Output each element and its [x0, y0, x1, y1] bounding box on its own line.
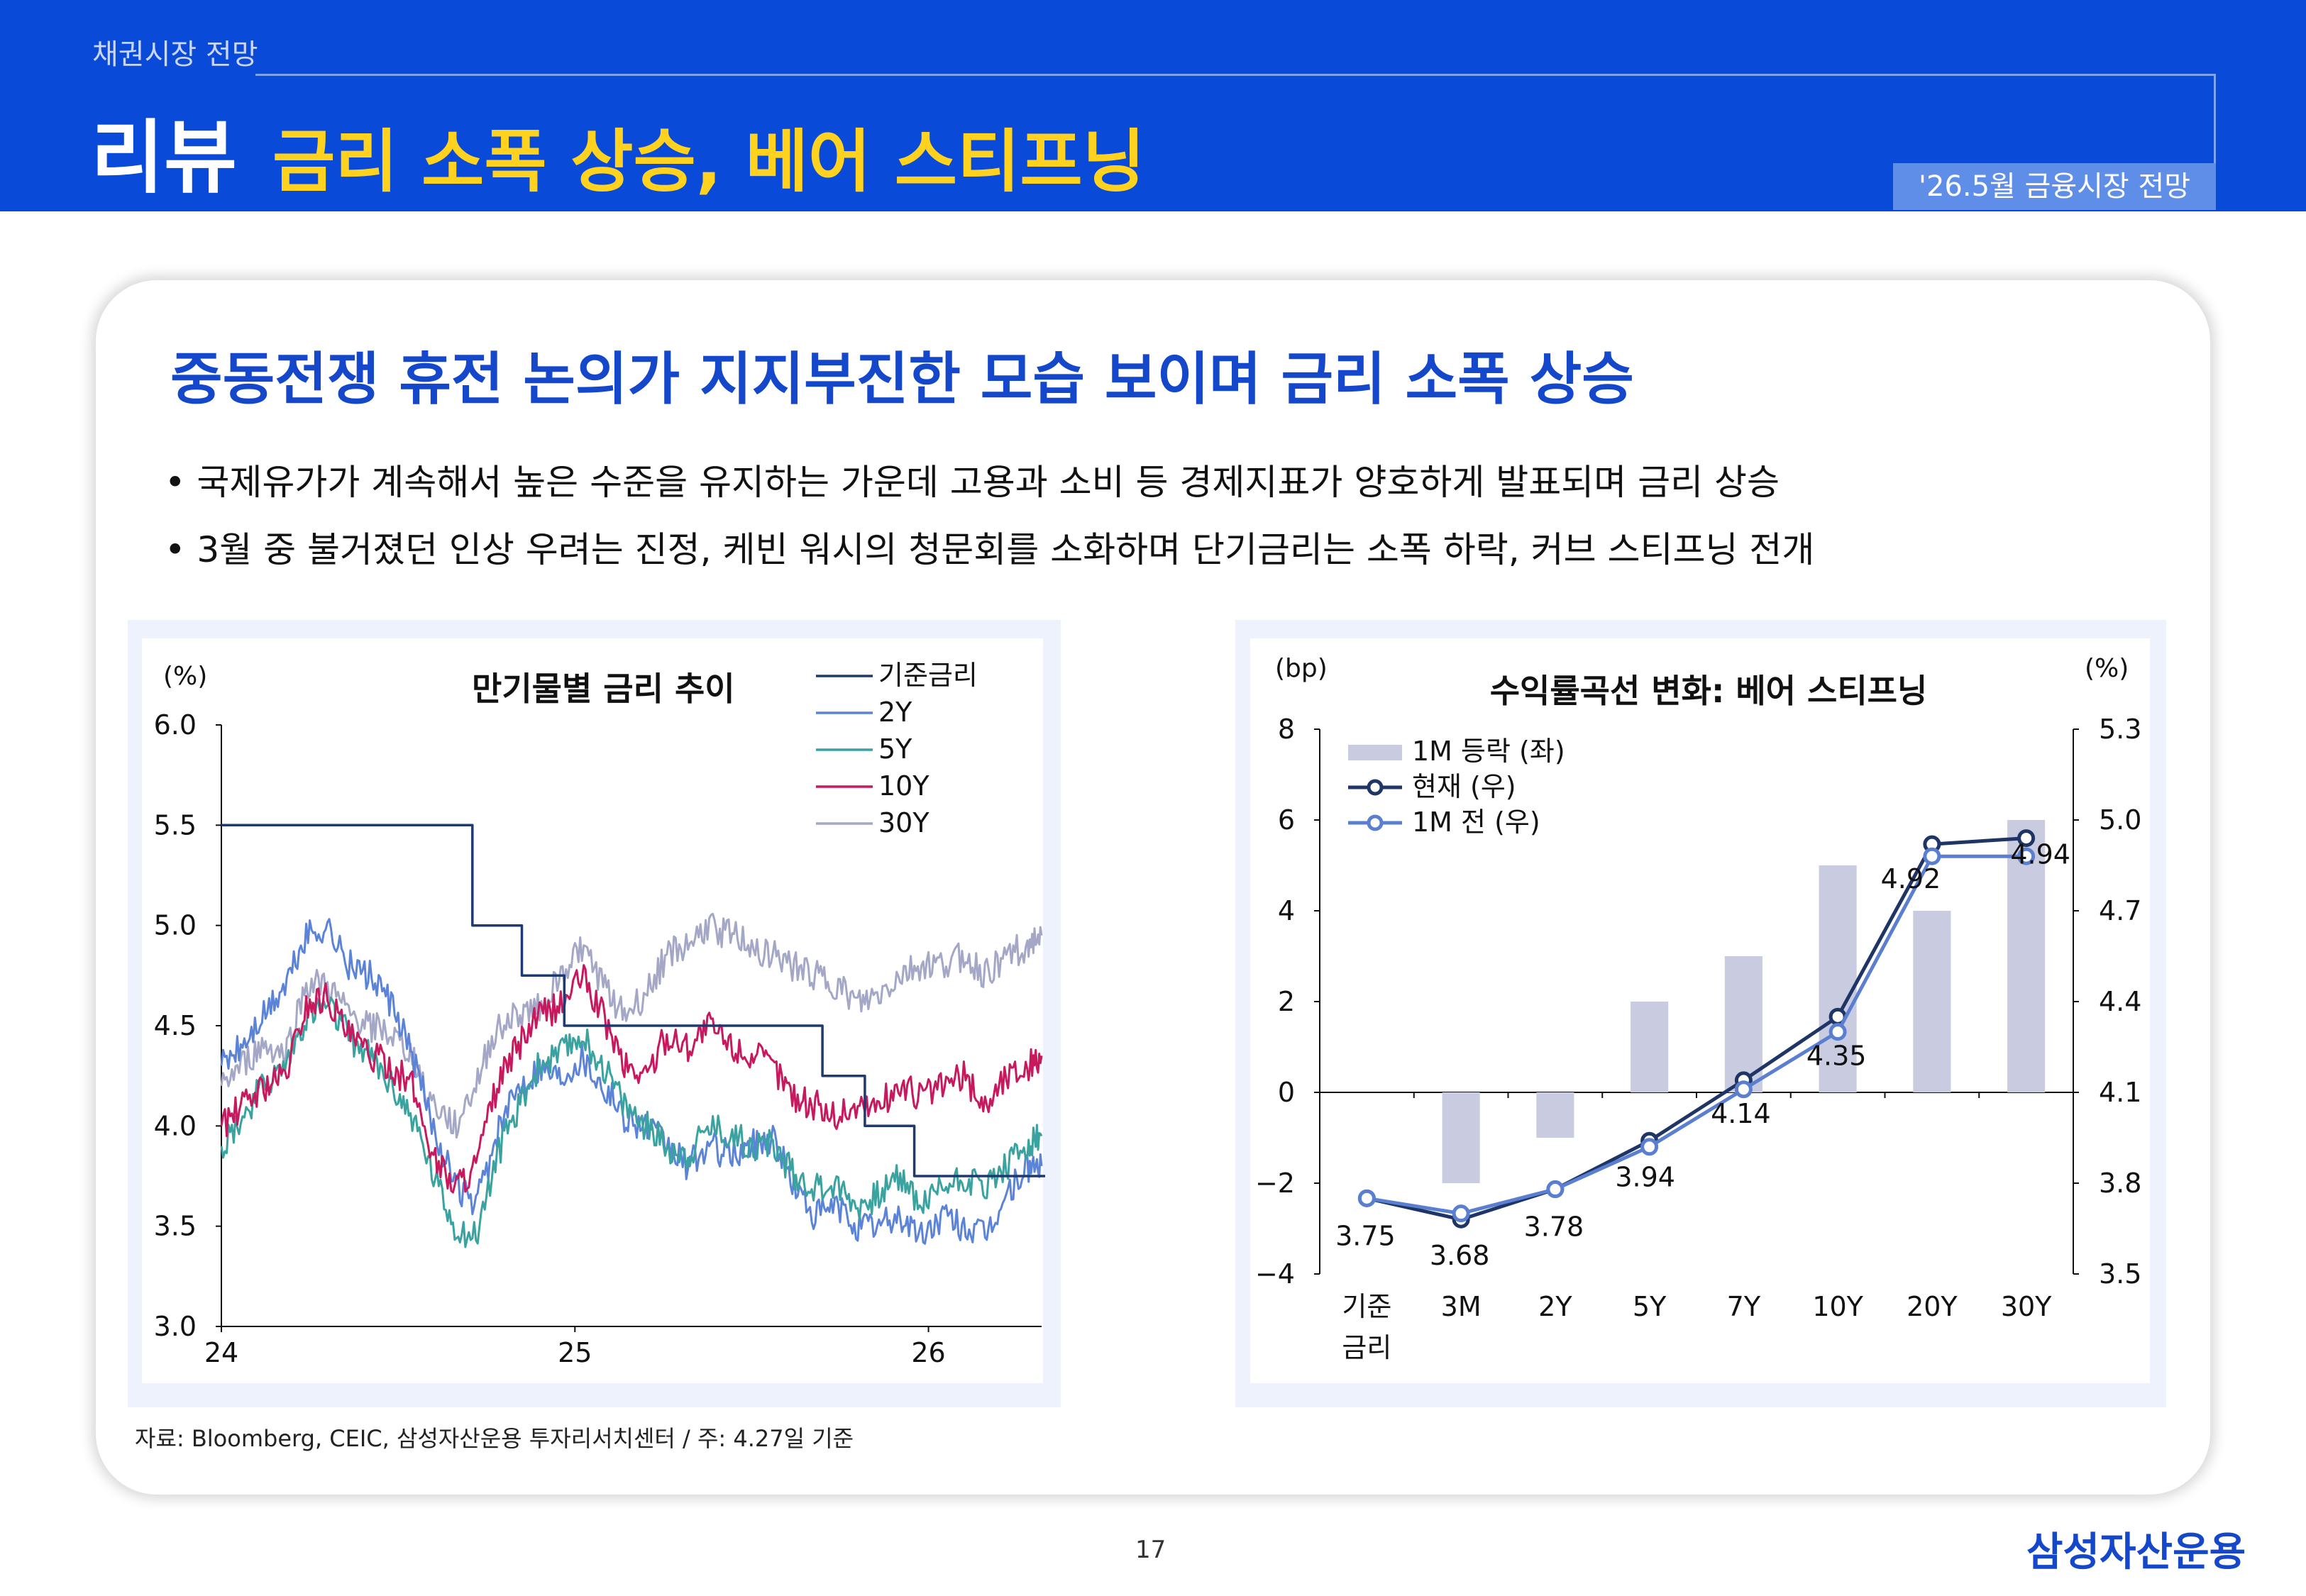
chart2-bar — [1536, 1092, 1574, 1138]
chart2-data-label: 4.14 — [1711, 1098, 1771, 1129]
chart2-point-prev — [1546, 1180, 1565, 1199]
chart2-legend-label: 현재 (우) — [1412, 771, 1516, 802]
chart2-ytick-right-label: 3.8 — [2099, 1168, 2141, 1199]
chart2-ytick-left-label: −4 — [1255, 1258, 1295, 1290]
chart2-bar — [1442, 1092, 1480, 1183]
chart2-ytick-left-label: 2 — [1278, 986, 1295, 1017]
chart2-xtick-label: 7Y — [1727, 1291, 1761, 1322]
chart2-line-prev — [1367, 854, 2026, 1216]
chart2-ytick-right-label: 4.7 — [2099, 895, 2141, 926]
chart2-xtick-label: 20Y — [1907, 1291, 1958, 1322]
chart1-legend-label: 10Y — [878, 770, 929, 802]
chart1-legend-label: 5Y — [878, 733, 912, 765]
chart2-ytick-left-label: 6 — [1278, 804, 1295, 836]
chart2-legend-label: 1M 등락 (좌) — [1412, 736, 1565, 767]
chart1-ylabel: (%) — [163, 662, 207, 691]
chart2-data-label: 4.92 — [1881, 863, 1941, 894]
chart2-data-label: 3.75 — [1335, 1220, 1396, 1251]
chart2-xtick-label: 10Y — [1812, 1291, 1863, 1322]
section-label: 채권시장 전망 — [92, 38, 258, 71]
chart1-series-기준금리 — [221, 824, 1045, 1177]
chart2-xtick-label: 30Y — [2001, 1291, 2052, 1322]
chart2-point-current — [2017, 829, 2036, 848]
chart2-legend-label: 1M 전 (우) — [1412, 807, 1540, 838]
chart2-ytick-right-label: 4.4 — [2099, 986, 2141, 1017]
chart1-xtick-label: 25 — [558, 1337, 592, 1368]
chart2-ytick-right-label: 3.5 — [2099, 1258, 2141, 1290]
chart2-point-prev — [1923, 847, 1941, 865]
chart2-xtick-label: 3M — [1441, 1291, 1482, 1322]
chart1-ytick-label: 4.0 — [154, 1110, 197, 1141]
chart2-point-prev — [1734, 1080, 1753, 1099]
review-label: 리뷰 — [91, 112, 238, 204]
chart1-ytick-label: 3.0 — [154, 1311, 197, 1342]
chart2-bar — [2007, 820, 2046, 1092]
chart2-bar — [1913, 911, 1951, 1092]
bullet-1: • 국제유가가 계속해서 높은 수준을 유지하는 가운데 고용과 소비 등 경제… — [165, 462, 1780, 503]
chart1-ytick-label: 4.5 — [154, 1010, 197, 1041]
chart1-legend-label: 30Y — [878, 807, 929, 838]
chart2-ytick-right-label: 5.3 — [2099, 714, 2141, 745]
chart2-point-prev — [1828, 1023, 1847, 1041]
chart2-xtick-label: 2Y — [1538, 1291, 1572, 1322]
chart1-series-2Y — [220, 918, 1043, 1245]
chart2-ytick-right-label: 4.1 — [2099, 1077, 2141, 1108]
chart2-xtick-label: 기준 — [1342, 1291, 1391, 1322]
chart2-point-prev — [1452, 1204, 1470, 1223]
chart2-ytick-left-label: 4 — [1278, 895, 1295, 926]
chart1-series-10Y — [220, 964, 1043, 1194]
chart2-bar — [1631, 1002, 1669, 1092]
chart2-point-prev — [2017, 847, 2036, 865]
chart2-data-label: 3.94 — [1615, 1161, 1675, 1192]
chart2-ytick-right-label: 5.0 — [2099, 804, 2141, 836]
chart2-xtick-label: 금리 — [1342, 1332, 1391, 1363]
card-title: 중동전쟁 휴전 논의가 지지부진한 모습 보이며 금리 소폭 상승 — [170, 346, 1634, 412]
chart2-data-label: 4.35 — [1806, 1040, 1867, 1071]
header-divider-vertical — [2214, 74, 2216, 163]
chart2-point-prev — [1357, 1189, 1376, 1207]
chart1-legend-label: 기준금리 — [878, 660, 978, 691]
page-number: 17 — [1135, 1536, 1166, 1564]
chart2-title: 수익률곡선 변화: 베어 스티프닝 — [1490, 672, 1928, 710]
chart2-xtick-label: 5Y — [1633, 1291, 1667, 1322]
chart1-ytick-label: 3.5 — [154, 1211, 197, 1242]
chart2-data-label: 4.94 — [2010, 839, 2070, 870]
chart1-legend-label: 2Y — [878, 697, 912, 728]
chart1-panel — [142, 638, 1043, 1383]
chart2-ytick-left-label: −2 — [1255, 1168, 1295, 1199]
chart2-bar — [1819, 865, 1857, 1092]
chart2-point-prev — [1640, 1138, 1659, 1156]
company-logo: 삼성자산운용 — [2026, 1529, 2246, 1575]
chart2-panel — [1250, 638, 2150, 1383]
chart2-ylabel-right: (%) — [2085, 654, 2129, 683]
chart2-line-current — [1366, 836, 2026, 1221]
chart1-xtick-label: 24 — [204, 1337, 238, 1368]
chart2-legend-marker-current — [1367, 779, 1384, 796]
edition-badge: '26.5월 금융시장 전망 — [1893, 163, 2216, 210]
chart1-title: 만기물별 금리 추이 — [472, 670, 735, 708]
chart2-legend-marker-prev — [1367, 814, 1384, 831]
chart2-data-label: 3.78 — [1524, 1212, 1584, 1243]
chart1-xtick-label: 26 — [911, 1337, 945, 1368]
chart2-ytick-left-label: 0 — [1278, 1077, 1295, 1108]
bullet-2: • 3월 중 불거졌던 인상 우려는 진정, 케빈 워시의 청문회를 소화하며 … — [165, 529, 1815, 570]
page-headline: 금리 소폭 상승, 베어 스티프닝 — [272, 122, 1145, 201]
chart2-data-label: 3.68 — [1430, 1240, 1490, 1271]
chart1-ytick-label: 5.0 — [154, 910, 197, 941]
chart1-ytick-label: 5.5 — [154, 809, 197, 841]
chart2-ylabel-left: (bp) — [1275, 654, 1328, 683]
source-note: 자료: Bloomberg, CEIC, 삼성자산운용 투자리서치센터 / 주:… — [135, 1425, 854, 1452]
chart2-ytick-left-label: 8 — [1278, 714, 1295, 745]
header-divider — [255, 74, 2215, 76]
chart1-ytick-label: 6.0 — [154, 709, 197, 741]
chart2-legend-swatch-bar — [1348, 745, 1402, 760]
chart1-series-5Y — [220, 996, 1043, 1248]
